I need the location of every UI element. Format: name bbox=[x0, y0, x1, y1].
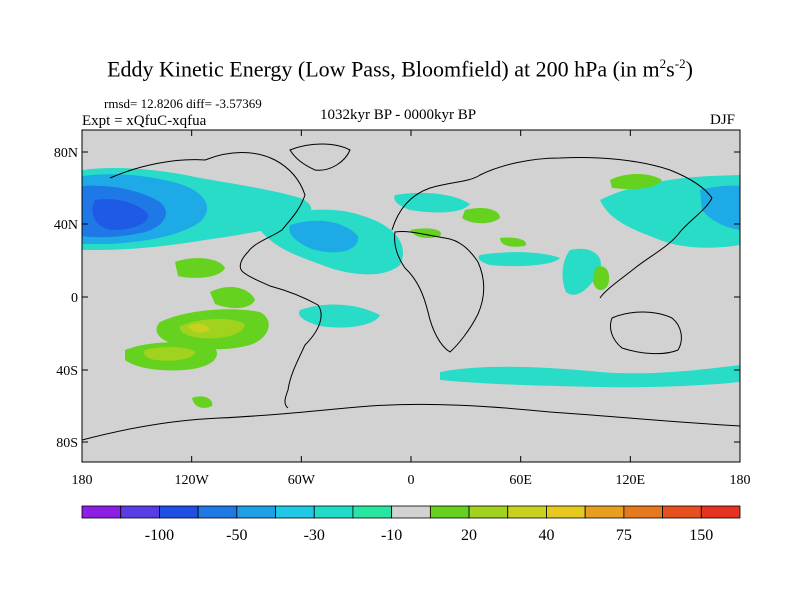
colorbar-swatch bbox=[429, 505, 470, 519]
coastline-europe bbox=[391, 157, 713, 231]
colorbar-swatch bbox=[197, 505, 238, 519]
anomaly-region bbox=[289, 220, 359, 253]
anomaly-region bbox=[210, 286, 255, 309]
colorbar-label: -50 bbox=[226, 527, 247, 544]
anomaly-region bbox=[179, 318, 245, 339]
anomaly-region bbox=[500, 237, 526, 247]
y-axis: 80N 40N 0 40S 80S bbox=[54, 146, 740, 451]
stats-label: rmsd= 12.8206 diff= -3.57369 bbox=[104, 96, 262, 111]
colorbar-swatch bbox=[391, 505, 431, 519]
anomaly-region bbox=[175, 258, 225, 278]
colorbar-swatch bbox=[120, 505, 160, 519]
anomaly-region bbox=[478, 252, 560, 267]
colorbar-label: -30 bbox=[304, 527, 325, 544]
colorbar-label: -100 bbox=[145, 527, 174, 544]
anomaly-region bbox=[394, 192, 470, 213]
colorbar-swatch bbox=[546, 505, 586, 519]
y-tick-label: 0 bbox=[71, 291, 78, 306]
coastline-australia bbox=[609, 311, 682, 355]
y-tick-label: 40S bbox=[56, 364, 78, 379]
page-title: Eddy Kinetic Energy (Low Pass, Bloomfiel… bbox=[107, 56, 693, 82]
x-tick-label: 0 bbox=[408, 473, 415, 488]
colorbar-label: 150 bbox=[689, 527, 713, 544]
anomaly-region bbox=[700, 185, 740, 230]
colorbar-swatch bbox=[236, 505, 276, 519]
x-tick-label: 60E bbox=[509, 473, 532, 488]
colorbar-swatch bbox=[352, 505, 393, 519]
x-axis: 180 120W 60W 0 60E 120E 180 bbox=[72, 130, 751, 488]
colorbar-swatch bbox=[584, 505, 625, 519]
y-tick-label: 40N bbox=[54, 218, 78, 233]
anomaly-region bbox=[192, 396, 213, 408]
colorbar-label: 40 bbox=[538, 527, 554, 544]
colorbar-swatch bbox=[507, 505, 547, 519]
colorbar-label: 20 bbox=[461, 527, 477, 544]
colorbar-label: -10 bbox=[381, 527, 402, 544]
anomaly-region bbox=[440, 365, 740, 388]
season-label: DJF bbox=[710, 112, 736, 128]
colorbar-swatch bbox=[700, 505, 741, 519]
positive-anomaly-regions bbox=[125, 174, 662, 408]
colorbar-swatch bbox=[159, 505, 199, 519]
colorbar-swatch bbox=[313, 505, 354, 519]
colorbar-swatch bbox=[81, 505, 122, 519]
colorbar-swatch bbox=[275, 505, 315, 519]
colorbar: -100 -50 -30 -10 20 40 75 150 bbox=[81, 505, 741, 544]
y-tick-label: 80N bbox=[54, 146, 78, 161]
map-panel bbox=[82, 130, 740, 462]
anomaly-region bbox=[144, 346, 196, 361]
x-tick-label: 120W bbox=[175, 473, 210, 488]
y-tick-label: 80S bbox=[56, 436, 78, 451]
anomaly-region bbox=[562, 248, 601, 295]
colorbar-swatch bbox=[623, 505, 663, 519]
anomaly-region bbox=[299, 304, 380, 328]
coastline-antarctica bbox=[82, 403, 740, 441]
x-tick-label: 60W bbox=[288, 473, 316, 488]
x-tick-label: 180 bbox=[730, 473, 751, 488]
anomaly-region bbox=[188, 323, 210, 333]
anomaly-region bbox=[610, 174, 662, 190]
coastline-south-america bbox=[269, 285, 322, 409]
coastlines bbox=[82, 143, 740, 441]
anomaly-region bbox=[462, 207, 500, 224]
coastline-africa bbox=[394, 231, 485, 353]
anomaly-region bbox=[92, 198, 149, 230]
negative-anomaly-regions bbox=[82, 167, 740, 388]
colorbar-swatch bbox=[468, 505, 509, 519]
coastline-north-america bbox=[109, 152, 306, 287]
anomaly-region bbox=[593, 266, 610, 291]
colorbar-swatch bbox=[662, 505, 702, 519]
colorbar-label: 75 bbox=[616, 527, 632, 544]
coastline-greenland bbox=[289, 143, 351, 171]
x-tick-label: 180 bbox=[72, 473, 93, 488]
coastline-asia bbox=[599, 197, 713, 299]
x-tick-label: 120E bbox=[616, 473, 646, 488]
period-label: 1032kyr BP - 0000kyr BP bbox=[320, 107, 477, 123]
experiment-label: Expt = xQfuC-xqfua bbox=[82, 113, 207, 129]
